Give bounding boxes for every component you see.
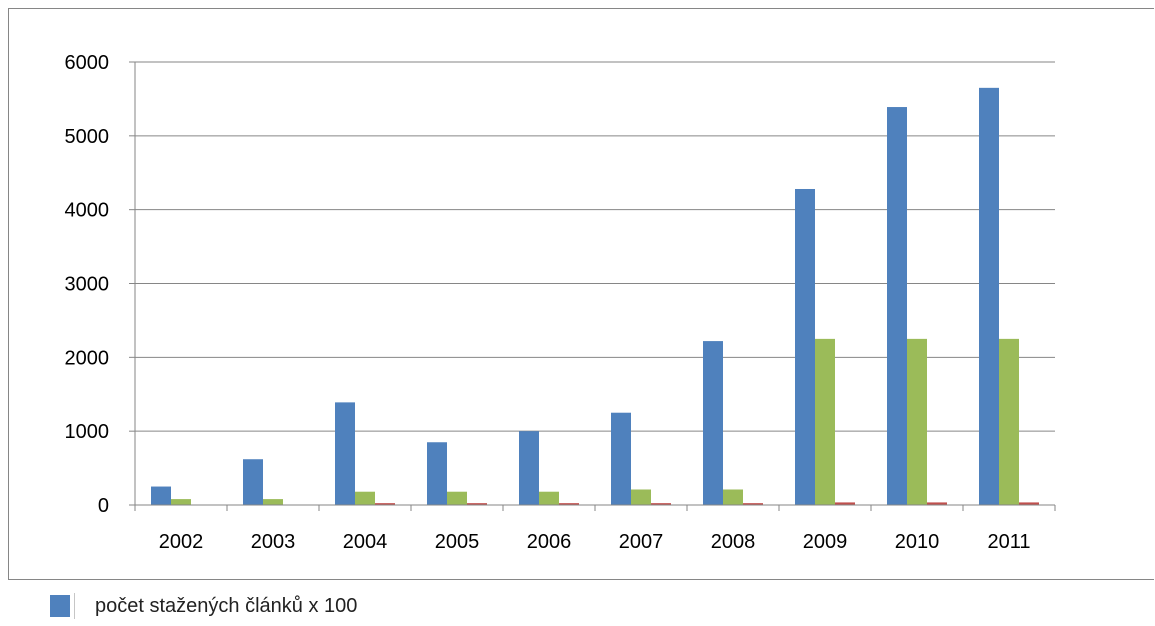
x-tick-label: 2010: [895, 531, 940, 553]
x-tick-label: 2004: [343, 531, 388, 553]
bar: [795, 188, 815, 505]
bar: [743, 503, 763, 505]
bar: [171, 499, 191, 505]
bar: [263, 499, 283, 505]
bar: [355, 491, 375, 505]
y-tick-label: 1000: [65, 421, 110, 443]
bar: [467, 503, 487, 505]
x-tick-label: 2006: [527, 531, 572, 553]
y-tick-label: 3000: [65, 274, 110, 296]
bar: [651, 503, 671, 505]
bar: [611, 412, 631, 505]
x-tick-label: 2003: [251, 531, 296, 553]
bar: [375, 503, 395, 505]
bar: [907, 338, 927, 505]
legend-divider: [74, 593, 77, 619]
bar: [447, 491, 467, 505]
legend-swatch: [50, 595, 70, 617]
bar: [631, 489, 651, 505]
x-tick-label: 2009: [803, 531, 848, 553]
bar: [703, 341, 723, 505]
bar: [559, 503, 579, 505]
x-tick-label: 2011: [987, 531, 1030, 553]
x-tick-label: 2005: [435, 531, 480, 553]
x-tick-label: 2002: [159, 531, 204, 553]
chart-area: [8, 8, 1154, 580]
bar: [1019, 502, 1039, 505]
bar: [815, 338, 835, 505]
bar: [519, 431, 539, 505]
bar: [887, 107, 907, 505]
bar: [835, 502, 855, 505]
legend: počet stažených článků x 100: [40, 588, 357, 624]
bar: [539, 491, 559, 505]
bar: [999, 338, 1019, 505]
bar: [927, 502, 947, 505]
x-tick-label: 2007: [619, 531, 664, 553]
y-tick-label: 0: [98, 495, 109, 517]
bar: [151, 486, 171, 505]
bar: [335, 402, 355, 505]
y-tick-label: 6000: [65, 52, 110, 74]
y-tick-label: 2000: [65, 347, 110, 369]
bar: [723, 489, 743, 505]
bar: [979, 87, 999, 505]
bar: [427, 442, 447, 505]
y-tick-label: 5000: [65, 126, 110, 148]
legend-label: počet stažených článků x 100: [95, 594, 358, 617]
bar: [243, 459, 263, 505]
y-tick-label: 4000: [65, 200, 110, 222]
x-tick-label: 2008: [711, 531, 756, 553]
